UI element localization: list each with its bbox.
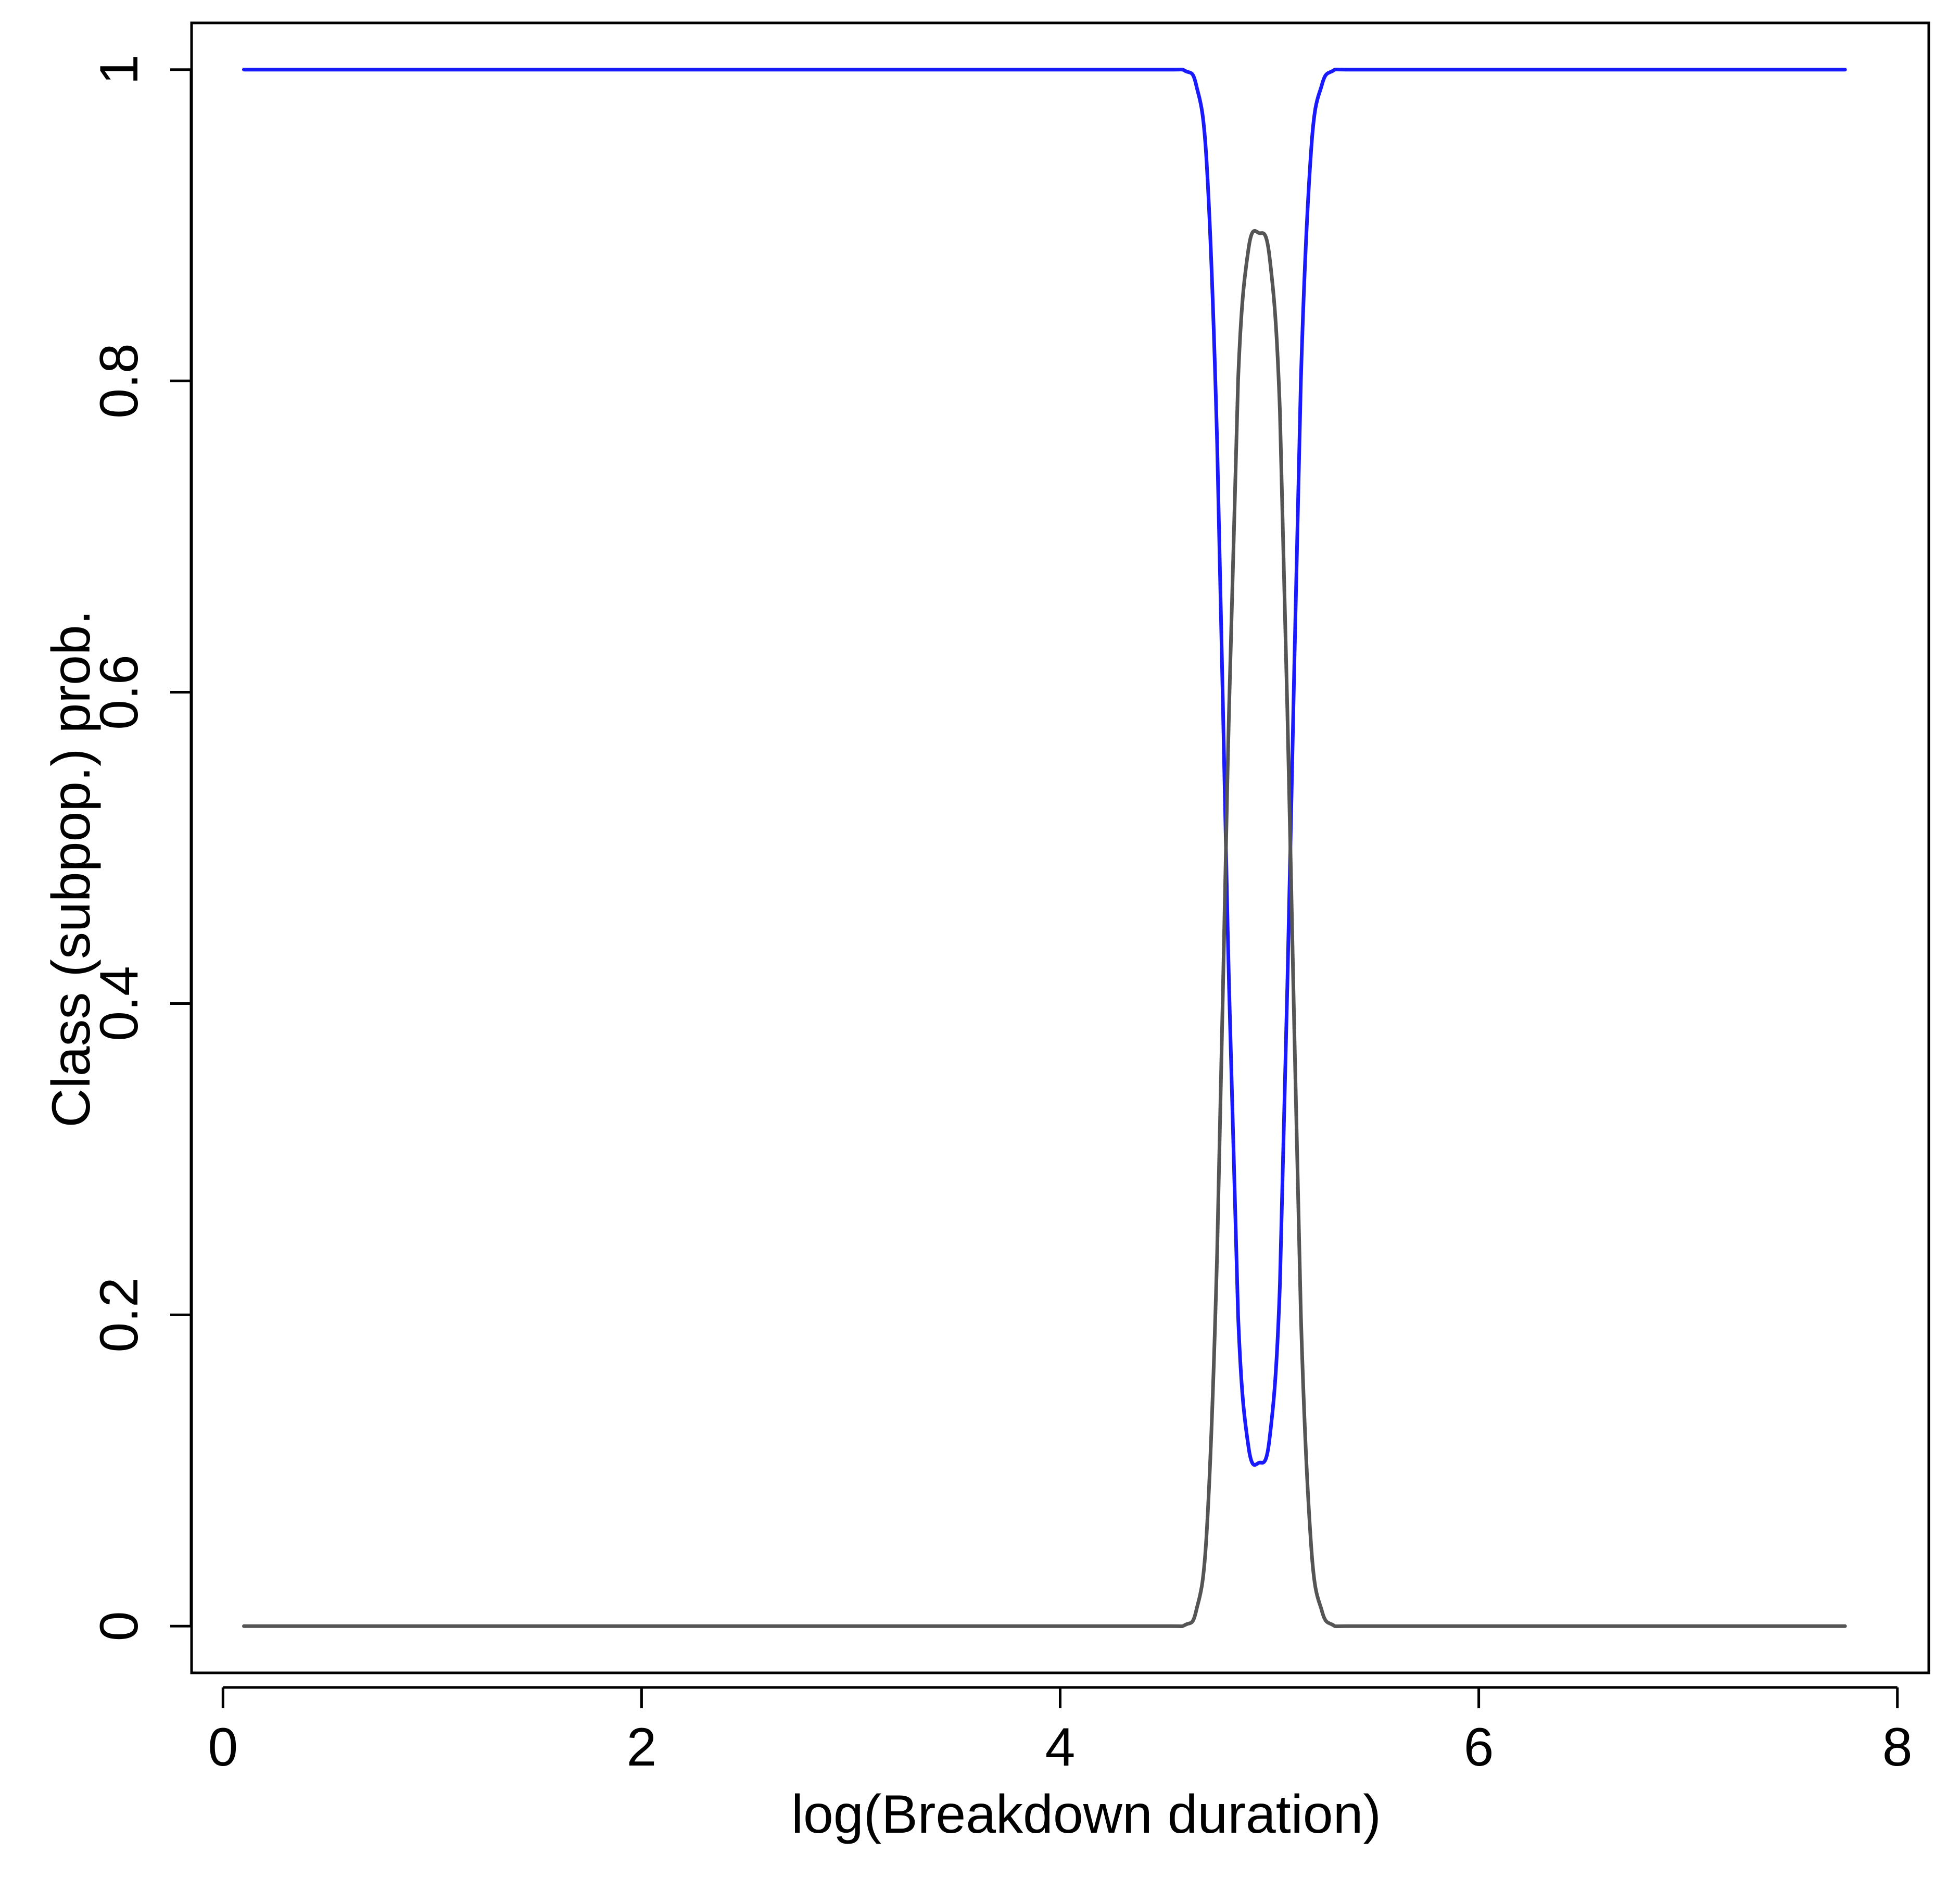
y-tick-label: 0.8 <box>89 343 149 419</box>
series-layer <box>242 67 1847 1629</box>
y-axis-title: Class (subpop.) prob. <box>41 610 102 1127</box>
x-tick-label: 0 <box>208 1717 238 1778</box>
x-axis-title: log(Breakdown duration) <box>791 1784 1381 1845</box>
x-tick-label: 8 <box>1882 1717 1913 1778</box>
x-tick-label: 6 <box>1464 1717 1494 1778</box>
series-line-2 <box>242 229 1847 1629</box>
x-tick-label: 4 <box>1045 1717 1076 1778</box>
y-axis: 0 0.2 0.4 0.6 0.8 1 <box>89 55 193 1641</box>
y-tick-label: 0.2 <box>89 1277 149 1353</box>
y-tick-label: 1 <box>89 55 149 85</box>
y-tick-label: 0 <box>89 1611 149 1641</box>
x-axis: 0 2 4 6 8 <box>208 1686 1913 1778</box>
x-tick-label: 2 <box>626 1717 656 1778</box>
y-tick-label: 0.6 <box>89 654 149 730</box>
y-tick-label: 0.4 <box>89 966 149 1041</box>
series-line-1 <box>242 67 1847 1467</box>
